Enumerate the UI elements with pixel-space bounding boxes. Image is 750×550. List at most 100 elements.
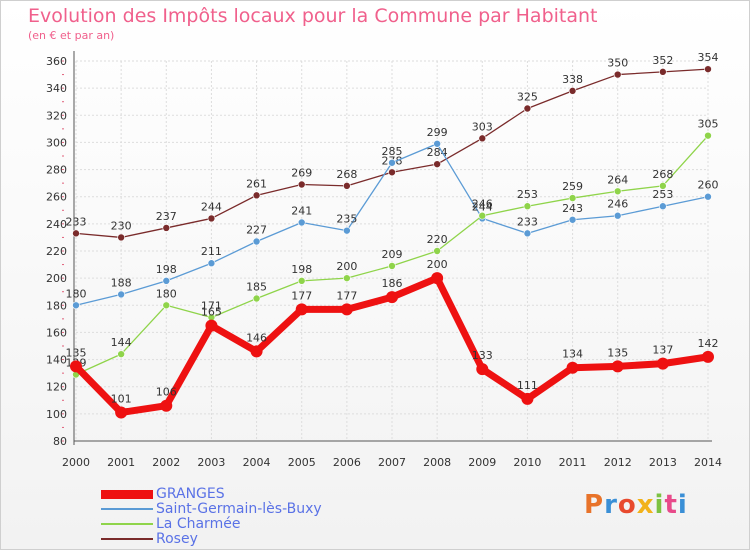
data-label: 285 [382, 145, 403, 158]
legend-swatch [101, 538, 153, 540]
data-label: 146 [246, 331, 267, 344]
data-label: 186 [382, 277, 403, 290]
logo-letter: i [654, 490, 665, 520]
data-label: 185 [246, 281, 267, 294]
x-tick-label: 2005 [288, 456, 316, 469]
data-point [388, 168, 396, 177]
data-label: 354 [698, 51, 719, 64]
data-point [613, 211, 622, 220]
data-point [162, 224, 171, 232]
legend-swatch [101, 490, 153, 499]
data-label: 246 [607, 198, 628, 211]
data-point [297, 218, 306, 227]
data-point [523, 202, 532, 211]
data-label: 338 [562, 73, 583, 86]
data-point [704, 192, 712, 201]
data-label: 264 [607, 173, 628, 186]
y-tick-label: 240 [46, 218, 67, 231]
data-point [388, 262, 396, 270]
data-label: 237 [156, 210, 177, 223]
data-label: 106 [156, 386, 177, 399]
data-point [704, 65, 712, 73]
data-label: 305 [698, 118, 719, 131]
y-tick-label: 220 [46, 245, 67, 258]
data-label: 135 [607, 346, 628, 359]
chart-title: Evolution des Impôts locaux pour la Comm… [28, 5, 598, 27]
data-point [659, 202, 667, 211]
data-point [568, 215, 577, 224]
data-point [431, 272, 444, 285]
data-label: 244 [472, 200, 493, 213]
proxiti-logo: Proxiti [584, 490, 688, 520]
legend-label: Rosey [156, 531, 198, 547]
data-point [523, 104, 532, 113]
x-tick-label: 2014 [694, 456, 722, 469]
y-tick-label: 120 [46, 381, 67, 394]
data-label: 220 [427, 233, 448, 246]
data-label: 233 [517, 215, 538, 228]
data-label: 137 [652, 344, 673, 357]
data-point [523, 229, 532, 238]
y-tick-label: 280 [46, 164, 67, 177]
data-label: 241 [291, 205, 312, 218]
data-point [162, 301, 171, 310]
data-label: 253 [517, 188, 538, 201]
x-tick-label: 2003 [197, 456, 225, 469]
data-point [704, 131, 712, 140]
x-tick-label: 2011 [559, 456, 587, 469]
data-label: 180 [66, 287, 87, 300]
legend-item: La Charmée [101, 516, 401, 532]
data-point [433, 160, 441, 168]
data-label: 209 [382, 248, 403, 261]
data-label: 198 [156, 263, 177, 276]
data-label: 111 [517, 379, 538, 392]
data-point [70, 360, 82, 373]
data-point [478, 211, 487, 220]
data-point [613, 70, 622, 79]
logo-letter: x [636, 490, 655, 520]
data-point [476, 363, 489, 376]
data-label: 235 [336, 213, 357, 226]
data-label: 259 [562, 180, 583, 193]
data-point [659, 68, 667, 76]
x-tick-label: 2006 [333, 456, 361, 469]
data-point [297, 180, 306, 189]
data-label: 268 [652, 168, 673, 181]
y-tick-label: 260 [46, 191, 67, 204]
data-label: 303 [472, 120, 493, 133]
y-tick-label: 340 [46, 82, 67, 95]
data-label: 227 [246, 224, 267, 237]
data-label: 244 [201, 200, 222, 213]
data-point [613, 187, 622, 196]
data-point [205, 319, 218, 332]
x-tick-label: 2002 [152, 456, 180, 469]
data-point [478, 134, 487, 143]
data-point [568, 87, 577, 95]
data-point [72, 229, 80, 238]
x-tick-label: 2001 [107, 456, 135, 469]
legend-item: GRANGES [101, 486, 401, 502]
legend-item: Saint-Germain-lès-Buxy [101, 501, 401, 517]
y-tick-label: 100 [46, 408, 67, 421]
data-label: 299 [427, 126, 448, 139]
x-tick-label: 2004 [243, 456, 271, 469]
data-label: 325 [517, 91, 538, 104]
data-label: 268 [336, 168, 357, 181]
logo-letter: i [677, 490, 688, 520]
data-point [297, 277, 306, 285]
legend-label: Saint-Germain-lès-Buxy [156, 501, 322, 517]
x-tick-label: 2012 [604, 456, 632, 469]
data-point [611, 360, 624, 373]
data-label: 246 [472, 198, 493, 211]
data-point [252, 237, 261, 246]
legend: GRANGES Saint-Germain-lès-Buxy La Charmée R… [101, 486, 401, 547]
y-tick-label: 200 [46, 272, 67, 285]
data-label: 260 [698, 179, 719, 192]
data-label: 177 [291, 289, 312, 302]
data-point [656, 357, 669, 370]
data-point [386, 291, 398, 304]
data-label: 230 [111, 219, 132, 232]
data-point [433, 247, 441, 255]
data-point [568, 194, 577, 202]
